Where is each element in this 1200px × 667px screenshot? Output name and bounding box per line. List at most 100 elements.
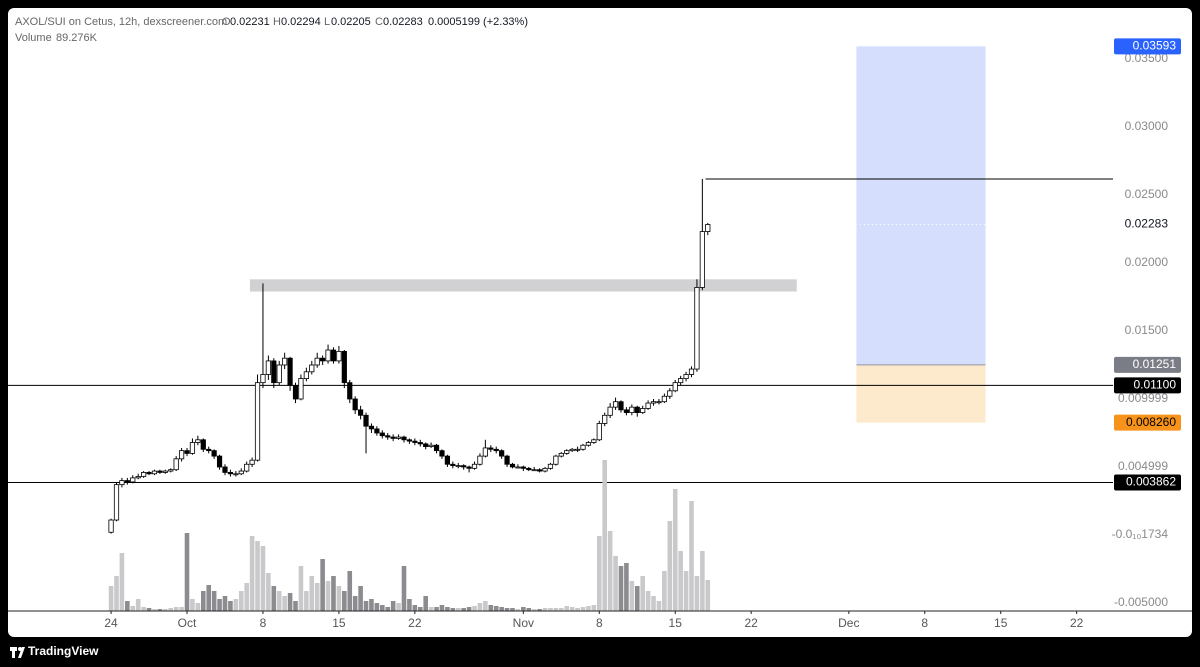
candle-body — [656, 401, 662, 404]
volume-bar — [510, 608, 515, 611]
brand: TradingView — [28, 644, 99, 658]
volume-bar — [244, 583, 249, 611]
candle-body — [520, 466, 526, 469]
candle-body — [374, 428, 380, 434]
volume-bar — [499, 607, 504, 611]
volume-bar — [705, 580, 711, 611]
volume-bar — [369, 599, 374, 611]
candle-body — [683, 374, 689, 379]
candle-body — [309, 364, 315, 373]
volume-bar — [455, 608, 461, 611]
volume-bar — [461, 608, 466, 611]
volume-bar — [282, 596, 287, 611]
target-price-label: 0.03593 — [1133, 39, 1177, 53]
volume-bar — [656, 601, 662, 611]
volume-bar — [428, 607, 434, 611]
volume-bar — [298, 566, 304, 611]
volume-bar — [689, 501, 694, 611]
candle-body — [141, 472, 147, 477]
candle-body — [282, 357, 288, 366]
volume-bar — [694, 576, 700, 611]
candle-body — [379, 432, 385, 437]
volume-bar — [260, 546, 266, 611]
volume-bar — [358, 586, 363, 611]
volume-bar — [190, 599, 195, 611]
x-tick-label: 15 — [332, 616, 346, 630]
candle-body — [607, 406, 613, 416]
line-price-label: 0.01100 — [1134, 378, 1177, 392]
volume-bar — [472, 606, 477, 611]
candle-body — [330, 349, 337, 362]
candle-body — [184, 450, 190, 454]
candle-body — [705, 224, 711, 232]
y-tick-label: 0.03000 — [1125, 119, 1169, 133]
candle-body — [390, 436, 396, 439]
volume-bar — [417, 607, 423, 611]
candle-body — [341, 350, 347, 384]
x-tick-label: 24 — [104, 616, 118, 630]
volume-bar — [336, 586, 342, 611]
candle-body — [602, 414, 608, 424]
candle-body — [227, 472, 234, 475]
candle-body — [471, 463, 478, 469]
candle-body — [612, 401, 619, 408]
volume-bar — [179, 607, 184, 611]
candle-body — [173, 458, 179, 471]
candle-body — [455, 465, 461, 468]
volume-bar — [163, 609, 168, 611]
volume-bar — [634, 586, 640, 611]
candle-body — [493, 448, 499, 452]
candle-body — [238, 470, 244, 475]
candle-body — [168, 469, 174, 472]
candle-body — [320, 357, 326, 362]
candle-body — [596, 423, 602, 441]
y-tick-label: 0.02000 — [1125, 255, 1169, 269]
candle-body — [699, 231, 705, 288]
candle-body — [233, 473, 239, 476]
candle-body — [488, 447, 494, 450]
volume-bar — [380, 605, 385, 611]
candle-body — [672, 382, 678, 392]
volume-bar — [607, 531, 613, 611]
volume-bar — [309, 576, 315, 611]
plot-area — [8, 46, 1113, 611]
volume-bar — [515, 609, 521, 611]
volume-bar — [255, 541, 260, 611]
volume-bar — [548, 608, 553, 611]
candle-body — [113, 484, 120, 521]
volume-bar — [342, 591, 347, 611]
candle-body — [504, 455, 510, 465]
candle-body — [466, 466, 472, 469]
volume-bar — [488, 605, 494, 611]
position-stop-zone — [856, 364, 986, 423]
x-tick-label: Nov — [513, 616, 534, 630]
candle-body — [634, 406, 640, 413]
candle-body — [363, 414, 369, 427]
volume-bar — [640, 576, 645, 611]
candle-body — [667, 390, 673, 397]
candle-body — [618, 401, 624, 411]
candle-body — [260, 374, 266, 384]
volume-bar — [559, 608, 564, 611]
open-label: O — [222, 16, 231, 28]
low-label: L — [324, 16, 330, 28]
candle-body — [119, 480, 125, 486]
candle-body — [151, 470, 158, 475]
candle-body — [206, 448, 212, 452]
candle-body — [303, 371, 309, 379]
volume-bar — [271, 586, 277, 611]
candle-body — [189, 442, 196, 454]
candle-body — [661, 395, 667, 403]
candle-body — [531, 469, 537, 472]
candle-body — [178, 450, 185, 460]
volume-bar — [157, 609, 163, 611]
y-tick-label: -0.0₁₀1734 — [1112, 527, 1169, 541]
entry-price-label-box — [1114, 356, 1181, 373]
candle-body — [623, 409, 630, 413]
volume-bar — [672, 489, 678, 611]
candle-body — [249, 459, 255, 465]
candle-body — [477, 455, 483, 465]
stop-price-label-box — [1114, 414, 1181, 431]
candle-body — [574, 448, 581, 451]
candle-body — [162, 470, 168, 473]
